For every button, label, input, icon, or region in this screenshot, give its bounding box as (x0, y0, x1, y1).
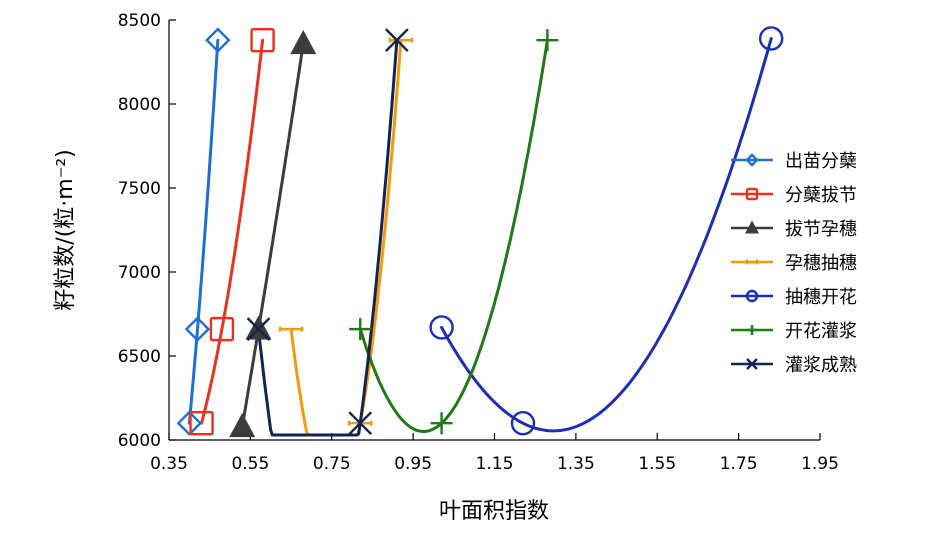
data-point (385, 28, 409, 53)
data-point (388, 37, 414, 43)
data-point (290, 29, 317, 55)
x-tick-label: 0.75 (313, 454, 351, 474)
data-point (747, 325, 757, 335)
data-point (758, 26, 784, 51)
legend-label: 拔节孕穗 (785, 219, 857, 240)
ticks: 0.35 0.55 0.75 0.95 1.15 1.35 1.55 1.75 1.95 6000… (118, 11, 839, 474)
legend-label: 出苗分蘖 (785, 151, 857, 172)
markers-group (176, 26, 784, 438)
data-point (745, 153, 759, 167)
y-tick-label: 7500 (118, 179, 161, 199)
legend-label: 孕穗抽穗 (785, 253, 857, 274)
data-point (209, 316, 235, 342)
data-point (536, 29, 559, 52)
legend-label: 抽穗开花 (785, 287, 857, 308)
data-point (278, 326, 304, 332)
data-point (745, 289, 759, 303)
data-point (744, 220, 760, 234)
series-line (257, 38, 399, 437)
series-line (240, 42, 305, 429)
y-tick-label: 7000 (118, 263, 161, 283)
x-tick-label: 1.55 (638, 454, 676, 474)
data-point (745, 187, 759, 201)
data-point (348, 411, 373, 436)
x-tick-label: 1.75 (720, 454, 758, 474)
x-tick-label: 0.95 (394, 454, 432, 474)
y-axis-label: 籽粒数/(粒·m⁻²) (53, 149, 78, 310)
series-line (200, 38, 265, 425)
data-point (510, 411, 536, 436)
y-tick-label: 6000 (118, 431, 161, 451)
series-line (187, 38, 220, 425)
x-axis-label: 叶面积指数 (439, 499, 549, 524)
data-point (746, 358, 758, 370)
data-point (745, 259, 759, 265)
x-tick-label: 0.55 (231, 454, 269, 474)
axes (168, 20, 820, 441)
data-point (176, 410, 203, 436)
series-line (289, 38, 403, 437)
series-group (187, 37, 773, 437)
data-point (349, 318, 372, 341)
legend-label: 开花灌浆 (785, 321, 857, 342)
x-tick-label: 0.35 (150, 454, 188, 474)
data-point (189, 411, 214, 436)
data-point (205, 27, 231, 53)
data-point (246, 317, 271, 341)
legend-label: 灌浆成熟 (785, 355, 857, 376)
x-tick-label: 1.35 (557, 454, 595, 474)
data-point (229, 413, 256, 438)
data-point (429, 315, 454, 340)
x-tick-label: 1.95 (801, 454, 839, 474)
data-point (250, 27, 275, 53)
data-point (430, 412, 453, 435)
data-point (184, 316, 211, 342)
y-tick-label: 8500 (118, 11, 161, 31)
series-line (358, 38, 549, 433)
legend-label: 分蘖拔节 (785, 185, 857, 206)
series-line (440, 37, 773, 433)
x-tick-label: 1.15 (476, 454, 514, 474)
y-tick-label: 6500 (118, 347, 161, 367)
y-tick-label: 8000 (118, 95, 161, 115)
